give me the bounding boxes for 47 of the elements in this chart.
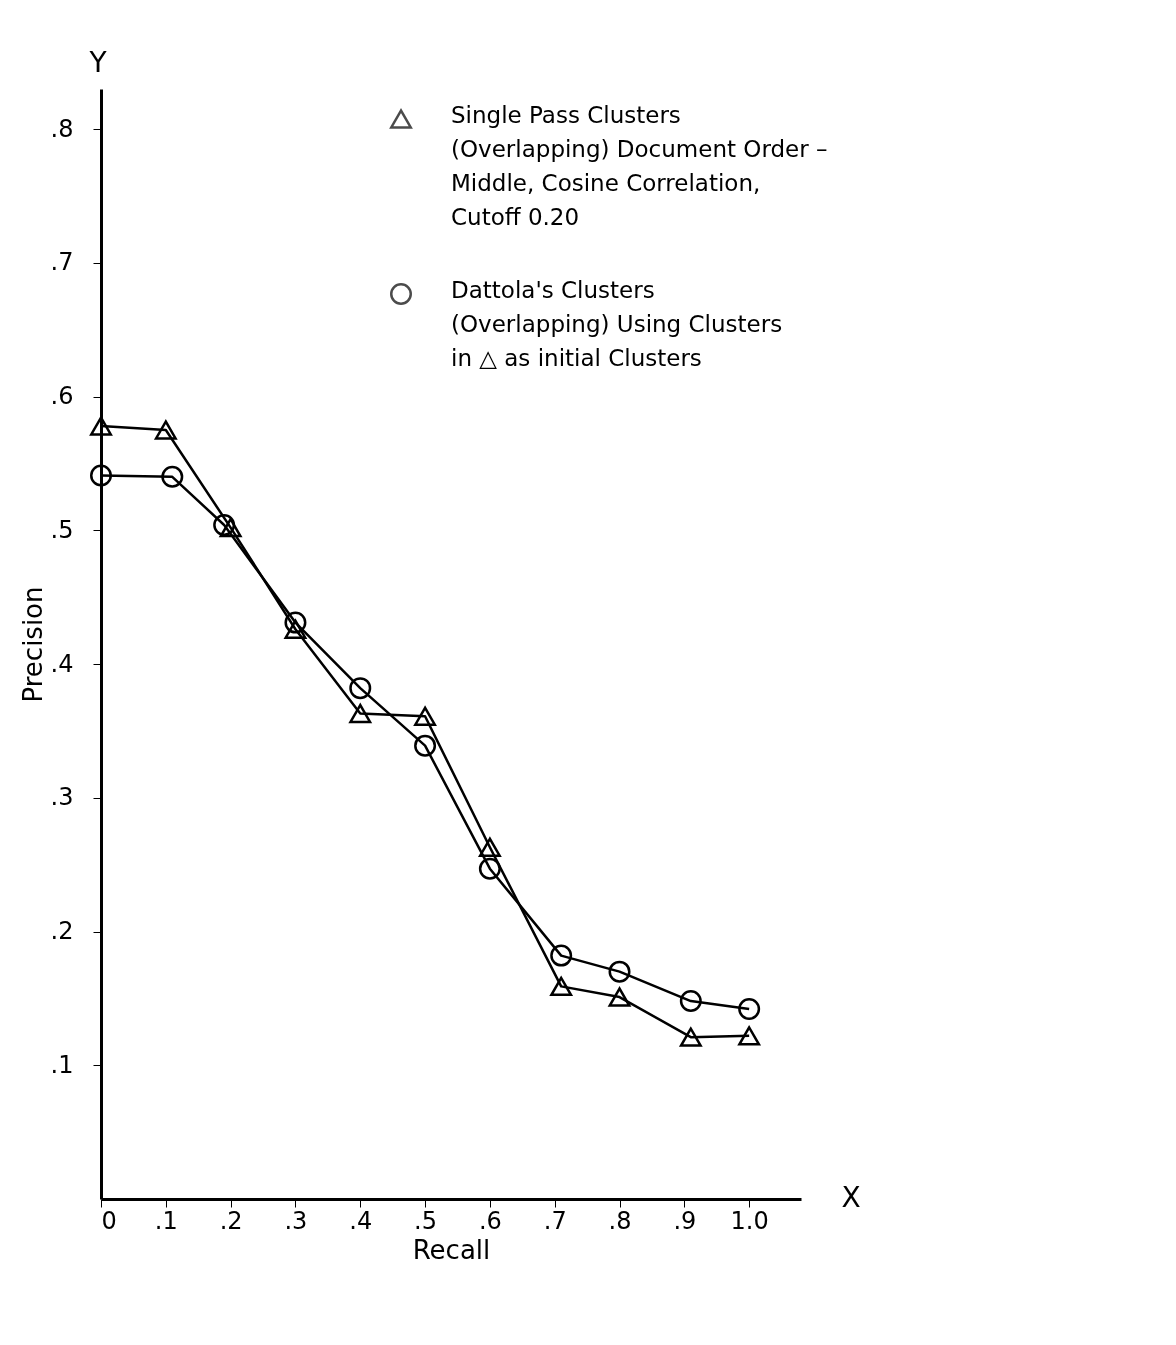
point bbox=[478, 837, 501, 857]
point bbox=[738, 1026, 761, 1046]
y-tick-label: .7 bbox=[50, 248, 74, 277]
point bbox=[154, 420, 177, 440]
point bbox=[679, 1027, 702, 1047]
x-tick-label: .8 bbox=[608, 1206, 632, 1235]
point bbox=[219, 517, 242, 538]
point bbox=[608, 960, 631, 983]
point bbox=[550, 976, 573, 997]
point bbox=[349, 677, 372, 700]
point bbox=[90, 416, 112, 436]
y-tick-label: .5 bbox=[50, 515, 74, 544]
x-tick-label: .3 bbox=[284, 1206, 308, 1235]
x-tick-label: .2 bbox=[219, 1206, 243, 1235]
legend-label: Single Pass Clusters (Overlapping) Document Order – Middle, Cosine Correlation, Cutoff 0.20 bbox=[451, 102, 828, 230]
x-tick-label: 1.0 bbox=[730, 1206, 769, 1235]
point bbox=[284, 611, 307, 634]
x-axis-title: Recall bbox=[412, 1234, 491, 1265]
point bbox=[349, 703, 372, 724]
point bbox=[213, 514, 236, 536]
point bbox=[414, 706, 437, 726]
x-tick-label: .6 bbox=[478, 1206, 502, 1235]
text: X bbox=[841, 1181, 861, 1214]
point bbox=[161, 465, 184, 488]
point bbox=[679, 990, 702, 1013]
x-tick-label: .5 bbox=[414, 1206, 438, 1235]
y-tick-label: .3 bbox=[50, 783, 74, 812]
point bbox=[738, 998, 761, 1021]
point bbox=[550, 944, 573, 967]
x-tick-label: .4 bbox=[349, 1206, 373, 1235]
point bbox=[90, 464, 112, 487]
y-tick-label: .2 bbox=[50, 917, 74, 946]
point bbox=[284, 619, 307, 639]
y-tick-label: .1 bbox=[50, 1050, 74, 1079]
y-axis-title: Precision bbox=[17, 586, 48, 703]
legend-label: Dattola's Clusters (Overlapping) Using Clusters in △ as initial Clusters bbox=[451, 277, 783, 371]
y-tick-label: .8 bbox=[50, 114, 74, 143]
y-tick-label: .6 bbox=[50, 382, 74, 411]
point bbox=[414, 734, 437, 757]
x-tick-label: .9 bbox=[673, 1206, 697, 1235]
point bbox=[478, 857, 501, 880]
x-tick-label: .1 bbox=[154, 1206, 178, 1235]
x-tick-label: .7 bbox=[543, 1206, 567, 1235]
text: Y bbox=[88, 46, 108, 79]
point bbox=[608, 987, 631, 1007]
x-tick-label: 0 bbox=[101, 1206, 117, 1235]
y-tick-label: .4 bbox=[50, 649, 74, 678]
